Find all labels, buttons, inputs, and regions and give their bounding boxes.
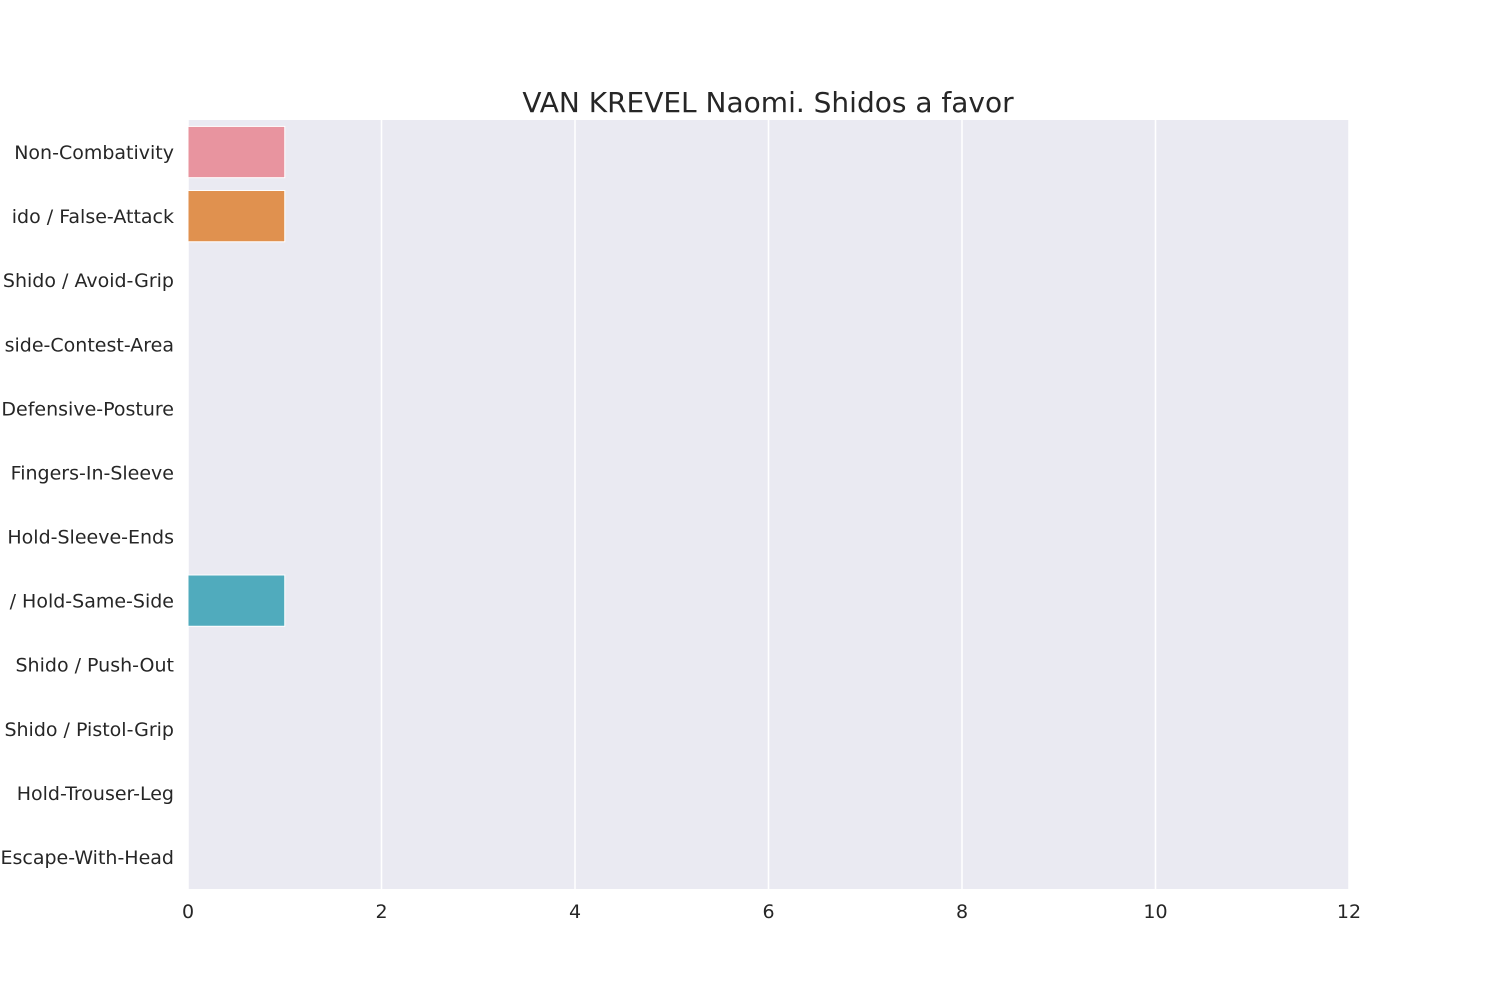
- bar: [187, 125, 286, 179]
- bar: [187, 574, 286, 627]
- bar: [187, 189, 286, 243]
- x-tick-label: 2: [375, 901, 387, 923]
- y-tick-label: ido / False-Attack: [12, 206, 174, 228]
- x-tick-label: 0: [182, 901, 194, 923]
- y-tick-label: Defensive-Posture: [1, 398, 174, 420]
- y-tick-label: / Hold-Same-Side: [10, 591, 174, 613]
- y-tick-label: Non-Combativity: [14, 142, 174, 164]
- grid-lines: [187, 120, 1350, 889]
- x-tick-label: 8: [956, 901, 968, 923]
- y-tick-label: Hold-Trouser-Leg: [17, 783, 174, 805]
- y-axis-labels: Non-Combativity ido / False-Attack Shido /…: [0, 142, 174, 869]
- x-tick-label: 6: [762, 901, 774, 923]
- y-tick-label: side-Contest-Area: [5, 334, 174, 356]
- x-tick-label: 4: [569, 901, 581, 923]
- x-tick-label: 10: [1143, 901, 1167, 923]
- y-tick-label: Fingers-In-Sleeve: [11, 462, 174, 484]
- y-tick-label: Hold-Sleeve-Ends: [7, 527, 174, 549]
- y-tick-label: Shido / Pistol-Grip: [4, 719, 174, 741]
- y-tick-label: Escape-With-Head: [0, 847, 174, 869]
- y-tick-label: Shido / Push-Out: [16, 655, 175, 677]
- chart-title: VAN KREVEL Naomi. Shidos a favor: [522, 86, 1014, 119]
- x-axis-labels: 0 2 4 6 8 10 12: [182, 901, 1361, 923]
- x-tick-label: 12: [1337, 901, 1361, 923]
- bars: [187, 125, 286, 627]
- y-tick-label: Shido / Avoid-Grip: [3, 270, 174, 292]
